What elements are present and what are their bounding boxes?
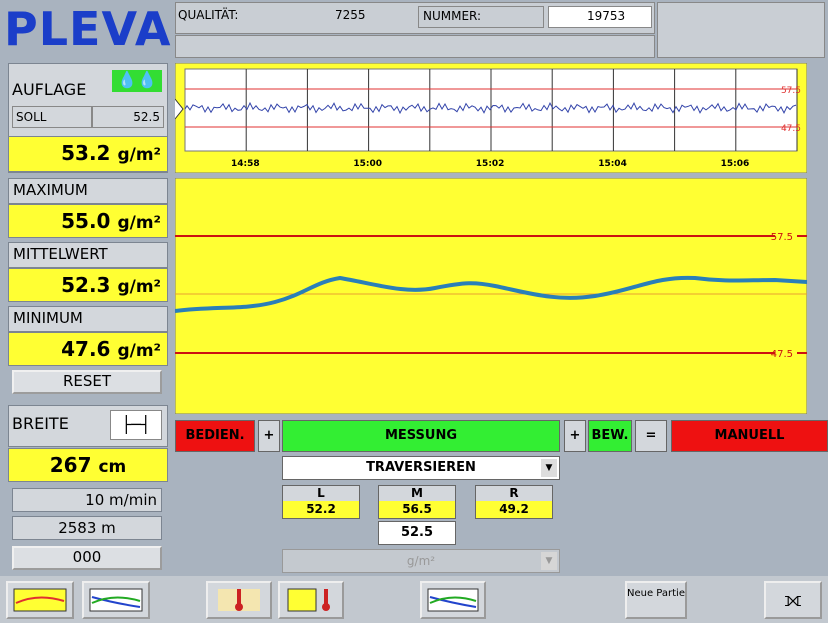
- zone-label: L: [283, 486, 359, 501]
- unit: m/min: [109, 491, 157, 509]
- trend-chart: 57.5 47.5 14:58 15:00 15:02 15:04 15:06: [175, 63, 807, 173]
- info-bar: [175, 35, 655, 58]
- zone: R 49.2: [475, 485, 553, 519]
- info-box: [657, 2, 825, 58]
- logo: PLEVA: [4, 2, 172, 56]
- profile2-button[interactable]: [420, 581, 486, 619]
- soll-label: SOLL: [12, 106, 92, 128]
- zone-value: 49.2: [476, 501, 552, 518]
- auflage-value: 53.2 g/m²: [8, 136, 168, 172]
- nummer-label: NUMMER:: [418, 6, 544, 28]
- breite-label: BREITE: [12, 414, 69, 433]
- length: 2583 m: [12, 516, 162, 540]
- maximum-label: MAXIMUM: [8, 178, 168, 204]
- value: 47.6: [61, 337, 111, 361]
- temp-profile-button[interactable]: [278, 581, 344, 619]
- dropdown-arrow: ▼: [541, 552, 557, 570]
- dropdown-arrow: ▼: [541, 459, 557, 477]
- profile-lower: 47.5: [771, 349, 793, 360]
- value: 52.3: [61, 273, 111, 297]
- plus: +: [564, 420, 586, 452]
- unit: cm: [98, 457, 127, 477]
- equals: =: [635, 420, 667, 452]
- mode: TRAVERSIEREN: [366, 460, 476, 475]
- unit: g/m²: [117, 145, 161, 165]
- minimum-value: 47.6 g/m²: [8, 332, 168, 366]
- unit: g/m²: [117, 277, 161, 297]
- zone-label: R: [476, 486, 552, 501]
- mittelwert-label: MITTELWERT: [8, 242, 168, 268]
- counter: 000: [12, 546, 162, 570]
- time-label: 15:06: [721, 159, 750, 169]
- temp-button[interactable]: [206, 581, 272, 619]
- mittelwert-value: 52.3 g/m²: [8, 268, 168, 302]
- trend-button[interactable]: [6, 581, 74, 619]
- zone-value: 52.2: [283, 501, 359, 518]
- profile-button[interactable]: [82, 581, 150, 619]
- value: 267: [49, 453, 92, 477]
- profile-chart: 57.5 47.5: [175, 178, 807, 414]
- unit: g/m²: [117, 341, 161, 361]
- bedien: BEDIEN.: [175, 420, 255, 452]
- unit: g/m²: [117, 213, 161, 233]
- auflage-label: AUFLAGE: [12, 80, 87, 99]
- connect-button[interactable]: ⟗: [764, 581, 822, 619]
- trend-upper: 57.5: [781, 86, 801, 96]
- neue-partie-button[interactable]: Neue Partie: [625, 581, 687, 619]
- target-value: 52.5: [378, 521, 456, 545]
- maximum-value: 55.0 g/m²: [8, 204, 168, 238]
- minimum-label: MINIMUM: [8, 306, 168, 332]
- value: 55.0: [61, 209, 111, 233]
- mode-dropdown[interactable]: TRAVERSIEREN ▼: [282, 456, 560, 480]
- value: 2583: [58, 519, 97, 537]
- manuell: MANUELL: [671, 420, 828, 452]
- drops-icon: 💧💧: [112, 70, 162, 92]
- profile-upper: 57.5: [771, 232, 793, 243]
- zone: M 56.5: [378, 485, 456, 519]
- unit: m: [101, 519, 116, 537]
- zone-label: M: [379, 486, 455, 501]
- width-icon: ├─┤: [110, 410, 162, 440]
- time-label: 14:58: [231, 159, 260, 169]
- zone-value: 56.5: [379, 501, 455, 518]
- bew: BEW.: [588, 420, 632, 452]
- value: 10: [85, 491, 105, 509]
- time-label: 15:04: [598, 159, 627, 169]
- qualitaet-value: 7255: [335, 8, 366, 22]
- zone: L 52.2: [282, 485, 360, 519]
- breite-value: 267 cm: [8, 448, 168, 482]
- soll-value: 52.5: [92, 106, 164, 128]
- nummer-value: 19753: [548, 6, 652, 28]
- unit: g/m²: [406, 554, 436, 568]
- time-label: 15:00: [353, 159, 382, 169]
- time-label: 15:02: [476, 159, 505, 169]
- plus: +: [258, 420, 280, 452]
- value: 53.2: [61, 141, 111, 165]
- reset-button[interactable]: RESET: [12, 370, 162, 394]
- speed: 10 m/min: [12, 488, 162, 512]
- unit-dropdown: g/m² ▼: [282, 549, 560, 573]
- messung[interactable]: MESSUNG: [282, 420, 560, 452]
- qualitaet-label: QUALITÄT:: [178, 8, 239, 22]
- trend-lower: 47.5: [781, 124, 801, 134]
